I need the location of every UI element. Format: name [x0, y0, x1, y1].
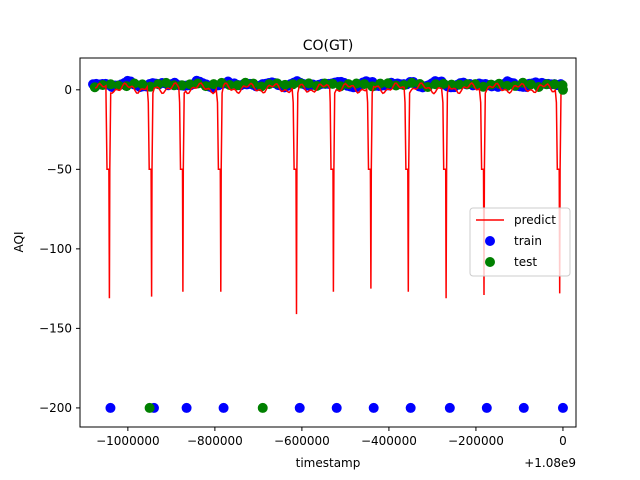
train-point — [294, 402, 305, 413]
test-point — [192, 78, 203, 89]
legend: predict train test — [469, 207, 571, 277]
test-point — [478, 81, 489, 92]
train-point — [481, 402, 492, 413]
legend-marker-swatch — [485, 257, 495, 267]
test-point — [208, 79, 219, 90]
x-tick-label: −200000 — [448, 434, 504, 448]
test-point — [470, 79, 481, 90]
test-point — [383, 78, 394, 89]
train-point — [368, 402, 379, 413]
train-point — [444, 402, 455, 413]
test-point — [137, 79, 148, 90]
test-point — [430, 79, 441, 90]
x-axis-label: timestamp — [296, 456, 361, 470]
test-point — [257, 402, 268, 413]
legend-label: test — [514, 255, 537, 269]
plot-area — [88, 75, 568, 413]
test-point — [494, 78, 505, 89]
test-point — [280, 79, 291, 90]
x-tick-label: 0 — [559, 434, 567, 448]
test-point — [248, 78, 259, 89]
legend-label: train — [514, 234, 542, 248]
x-tick-label: −1000000 — [96, 434, 160, 448]
x-axis: −1000000 −800000 −600000 −400000 −200000 0 — [96, 427, 567, 448]
test-point — [224, 79, 235, 90]
test-point — [232, 80, 243, 91]
legend-marker-swatch — [485, 236, 495, 246]
predict-line — [94, 81, 562, 315]
test-point — [454, 79, 465, 90]
test-point — [438, 78, 449, 89]
test-point — [144, 402, 155, 413]
test-point — [335, 81, 346, 92]
y-tick-label: 0 — [64, 83, 72, 97]
test-point — [287, 79, 298, 90]
train-point — [518, 402, 529, 413]
test-point — [161, 77, 172, 88]
x-tick-label: −800000 — [187, 434, 243, 448]
plot-frame — [79, 57, 577, 428]
legend-box — [469, 207, 571, 277]
train-point — [105, 402, 116, 413]
y-tick-label: −100 — [39, 242, 72, 256]
test-point — [256, 81, 267, 92]
test-point — [549, 79, 560, 90]
test-point — [502, 80, 513, 91]
x-tick-label: −400000 — [361, 434, 417, 448]
test-point — [184, 79, 195, 90]
y-tick-label: −150 — [39, 321, 72, 335]
train-point — [331, 402, 342, 413]
train-point — [405, 402, 416, 413]
legend-label: predict — [514, 213, 556, 227]
test-point — [406, 77, 417, 88]
test-point — [240, 77, 251, 88]
x-axis-offset: +1.08e9 — [524, 456, 576, 470]
test-point — [391, 80, 402, 91]
train-point — [557, 402, 568, 413]
test-point — [105, 79, 116, 90]
y-axis-label: AQI — [12, 232, 26, 253]
train-point — [181, 402, 192, 413]
chart-title: CO(GT) — [303, 38, 354, 54]
y-axis: 0 −50 −100 −150 −200 — [39, 83, 80, 415]
test-point — [359, 79, 370, 90]
test-point — [367, 81, 378, 92]
train-point — [218, 402, 229, 413]
test-point — [303, 78, 314, 89]
test-point — [311, 81, 322, 92]
y-tick-label: −200 — [39, 401, 72, 415]
test-point — [327, 78, 338, 89]
test-point — [153, 79, 164, 90]
test-point — [525, 79, 536, 90]
y-tick-label: −50 — [47, 162, 72, 176]
test-point — [557, 84, 568, 95]
x-tick-label: −600000 — [274, 434, 330, 448]
